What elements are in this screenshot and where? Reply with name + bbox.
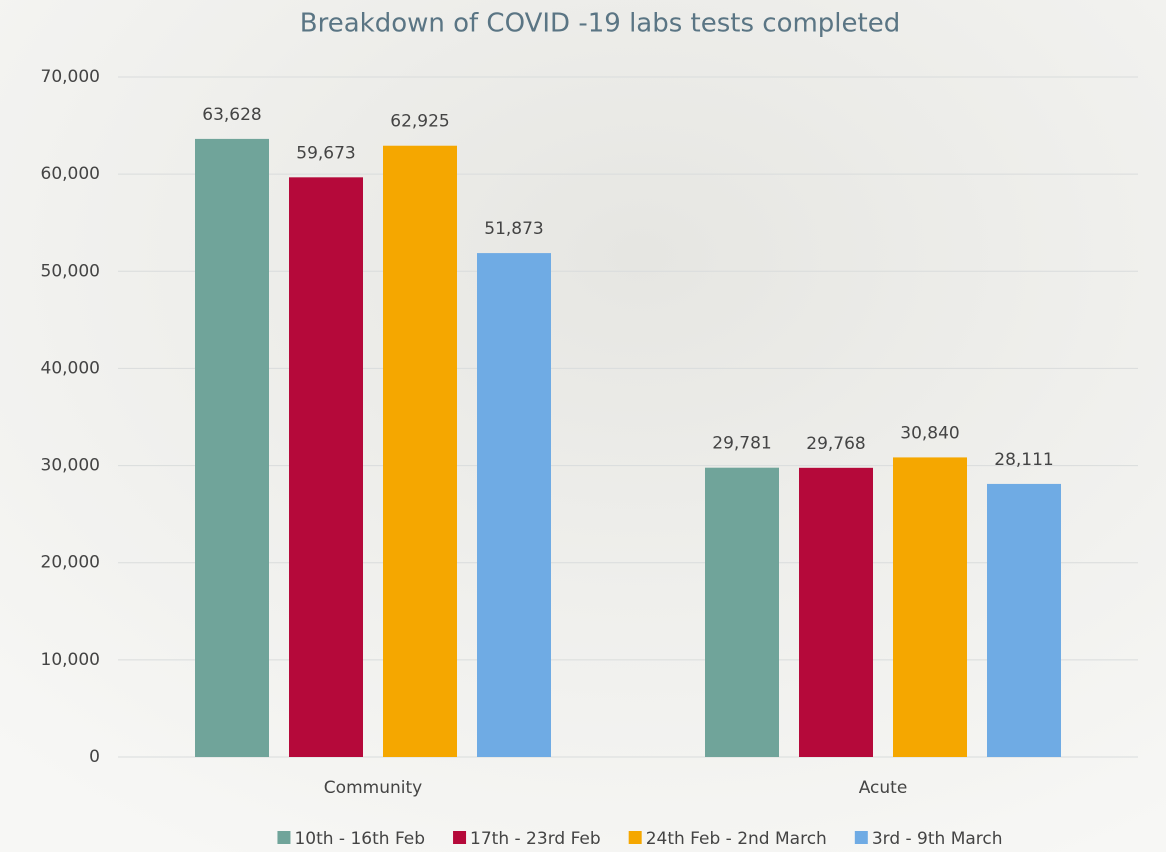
y-tick-label: 10,000 xyxy=(41,650,100,670)
value-label: 29,781 xyxy=(712,434,771,454)
legend-label: 3rd - 9th March xyxy=(872,829,1003,849)
x-tick-label: Acute xyxy=(859,778,908,798)
legend-label: 24th Feb - 2nd March xyxy=(646,829,827,849)
bar xyxy=(289,177,363,757)
y-tick-label: 30,000 xyxy=(41,456,100,476)
y-tick-label: 50,000 xyxy=(41,261,100,281)
y-tick-label: 60,000 xyxy=(41,164,100,184)
value-label: 51,873 xyxy=(484,219,543,239)
bar xyxy=(987,484,1061,757)
value-label: 59,673 xyxy=(296,143,355,163)
legend-swatch xyxy=(453,831,466,844)
value-label: 30,840 xyxy=(900,423,959,443)
y-tick-label: 0 xyxy=(89,747,100,767)
bar xyxy=(799,468,873,757)
chart-title: Breakdown of COVID -19 labs tests comple… xyxy=(300,9,900,39)
y-tick-label: 20,000 xyxy=(41,553,100,573)
value-label: 63,628 xyxy=(202,105,261,125)
legend-swatch xyxy=(855,831,868,844)
y-tick-label: 70,000 xyxy=(41,67,100,87)
chart: Breakdown of COVID -19 labs tests comple… xyxy=(0,0,1166,852)
bar xyxy=(893,457,967,757)
legend-swatch xyxy=(277,831,290,844)
value-label: 29,768 xyxy=(806,434,865,454)
bar xyxy=(383,146,457,757)
bar xyxy=(195,139,269,757)
legend-label: 17th - 23rd Feb xyxy=(470,829,601,849)
value-label: 62,925 xyxy=(390,112,449,132)
legend-swatch xyxy=(629,831,642,844)
y-tick-label: 40,000 xyxy=(41,358,100,378)
value-label: 28,111 xyxy=(994,450,1053,470)
legend-label: 10th - 16th Feb xyxy=(294,829,425,849)
bar xyxy=(705,468,779,757)
x-tick-label: Community xyxy=(324,778,422,798)
bar xyxy=(477,253,551,757)
